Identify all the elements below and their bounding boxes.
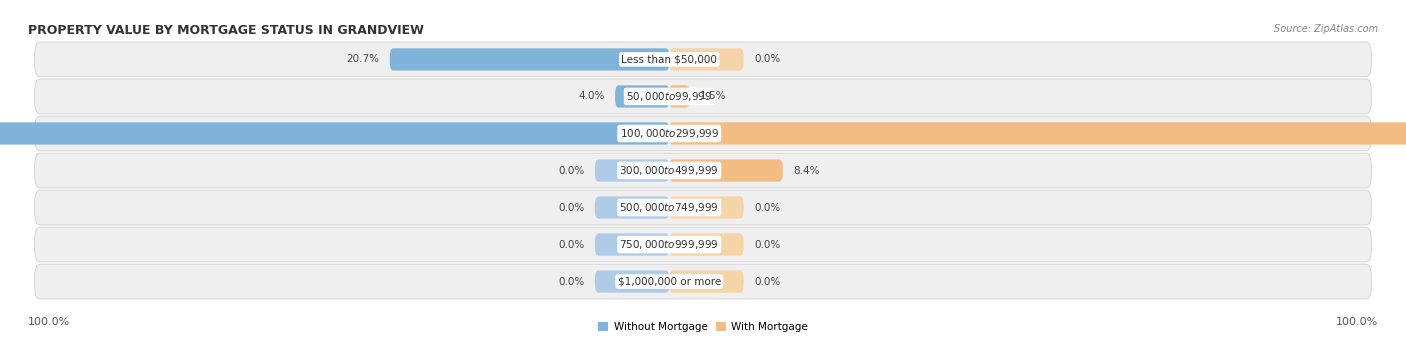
Text: 20.7%: 20.7% <box>346 55 380 64</box>
FancyBboxPatch shape <box>35 79 1371 114</box>
FancyBboxPatch shape <box>669 159 783 182</box>
Legend: Without Mortgage, With Mortgage: Without Mortgage, With Mortgage <box>593 318 813 336</box>
Text: 0.0%: 0.0% <box>754 277 780 286</box>
FancyBboxPatch shape <box>595 270 669 293</box>
Text: 4.0%: 4.0% <box>578 91 605 102</box>
FancyBboxPatch shape <box>35 264 1371 299</box>
Text: $750,000 to $999,999: $750,000 to $999,999 <box>620 238 718 251</box>
Text: $1,000,000 or more: $1,000,000 or more <box>617 277 721 286</box>
Text: 1.5%: 1.5% <box>700 91 727 102</box>
Text: 8.4%: 8.4% <box>793 165 820 176</box>
FancyBboxPatch shape <box>669 122 1406 145</box>
FancyBboxPatch shape <box>0 122 669 145</box>
FancyBboxPatch shape <box>669 85 689 107</box>
FancyBboxPatch shape <box>595 159 669 182</box>
FancyBboxPatch shape <box>35 116 1371 151</box>
Text: 100.0%: 100.0% <box>28 317 70 327</box>
FancyBboxPatch shape <box>595 234 669 256</box>
FancyBboxPatch shape <box>35 190 1371 225</box>
Text: 0.0%: 0.0% <box>558 203 585 212</box>
Text: 0.0%: 0.0% <box>558 165 585 176</box>
Text: $300,000 to $499,999: $300,000 to $499,999 <box>620 164 718 177</box>
Text: 0.0%: 0.0% <box>754 203 780 212</box>
FancyBboxPatch shape <box>389 48 669 71</box>
FancyBboxPatch shape <box>35 42 1371 77</box>
FancyBboxPatch shape <box>669 196 744 219</box>
Text: 0.0%: 0.0% <box>754 239 780 250</box>
FancyBboxPatch shape <box>669 234 744 256</box>
Text: 0.0%: 0.0% <box>558 277 585 286</box>
Text: $500,000 to $749,999: $500,000 to $749,999 <box>620 201 718 214</box>
Text: Less than $50,000: Less than $50,000 <box>621 55 717 64</box>
Text: $50,000 to $99,999: $50,000 to $99,999 <box>626 90 713 103</box>
Text: 0.0%: 0.0% <box>558 239 585 250</box>
Text: 0.0%: 0.0% <box>754 55 780 64</box>
Text: Source: ZipAtlas.com: Source: ZipAtlas.com <box>1274 24 1378 34</box>
Text: $100,000 to $299,999: $100,000 to $299,999 <box>620 127 718 140</box>
FancyBboxPatch shape <box>35 227 1371 262</box>
Text: PROPERTY VALUE BY MORTGAGE STATUS IN GRANDVIEW: PROPERTY VALUE BY MORTGAGE STATUS IN GRA… <box>28 24 425 37</box>
FancyBboxPatch shape <box>595 196 669 219</box>
FancyBboxPatch shape <box>669 270 744 293</box>
FancyBboxPatch shape <box>35 153 1371 188</box>
FancyBboxPatch shape <box>669 48 744 71</box>
FancyBboxPatch shape <box>616 85 669 107</box>
Text: 100.0%: 100.0% <box>1336 317 1378 327</box>
